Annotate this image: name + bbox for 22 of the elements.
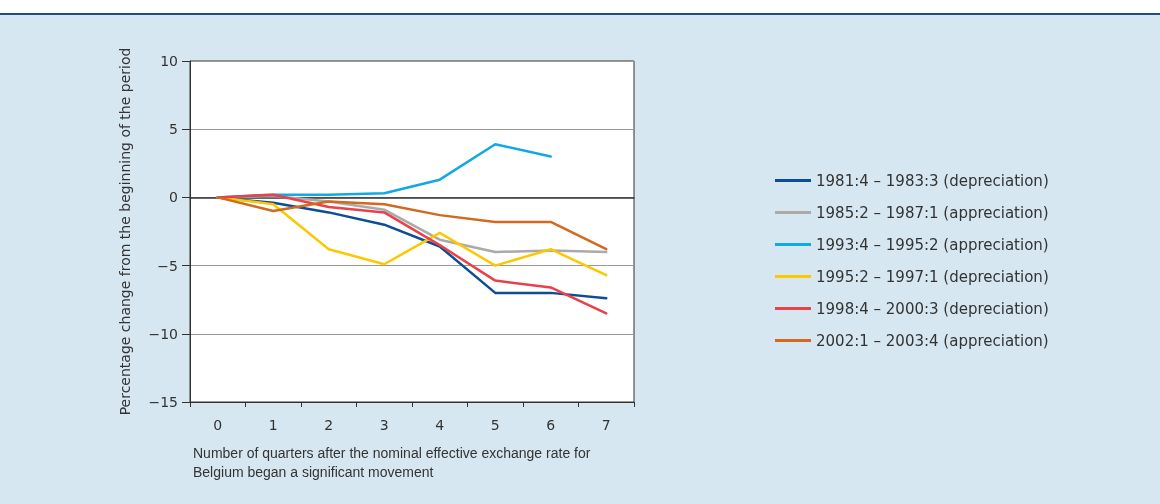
legend-label: 1985:2 – 1987:1 (appreciation): [816, 203, 1049, 222]
x-tick-label: 3: [379, 417, 389, 433]
x-tick-label: 6: [546, 417, 556, 433]
y-tick-label: −15: [148, 394, 178, 410]
x-tick-label: 1: [268, 417, 278, 433]
x-tick-label: 5: [490, 417, 500, 433]
x-tick-label: 7: [601, 417, 611, 433]
legend-label: 1981:4 – 1983:3 (depreciation): [816, 171, 1049, 190]
legend-label: 1993:4 – 1995:2 (appreciation): [816, 235, 1049, 254]
legend-label: 1995:2 – 1997:1 (depreciation): [816, 267, 1049, 286]
y-tick-label: −10: [148, 325, 178, 342]
y-axis-title: Percentage change from the beginning of the period: [117, 47, 133, 416]
x-tick-label: 4: [435, 417, 445, 433]
legend-label: 2002:1 – 2003:4 (appreciation): [816, 331, 1049, 350]
x-axis-title: Number of quarters after the nominal effective exchange rate for Belgium began a significant movement: [193, 444, 595, 480]
y-tick-label: 0: [169, 189, 178, 206]
x-tick-label: 0: [213, 417, 223, 433]
x-tick-label: 2: [324, 417, 334, 433]
y-tick-label: −5: [157, 257, 178, 274]
legend-label: 1998:4 – 2000:3 (depreciation): [816, 299, 1049, 318]
y-tick-label: 10: [160, 53, 178, 69]
y-tick-label: 5: [169, 121, 178, 138]
